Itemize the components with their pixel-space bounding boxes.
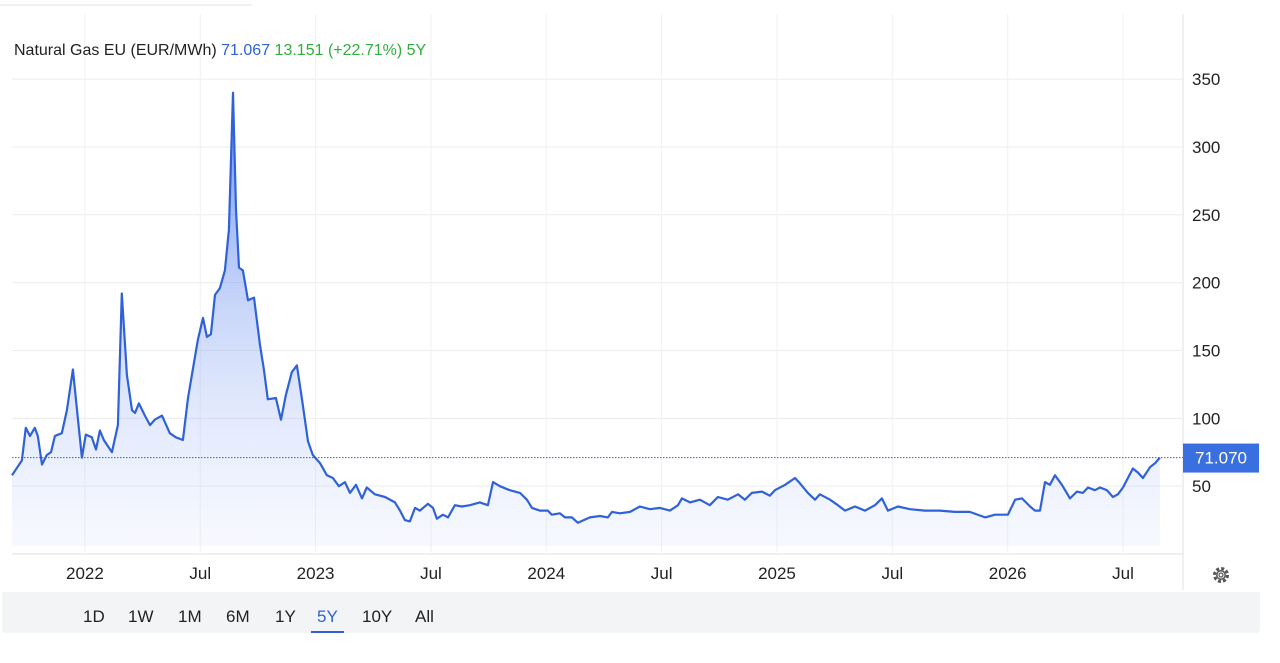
- y-tick-label: 350: [1192, 70, 1220, 89]
- y-tick-label: 50: [1192, 477, 1211, 496]
- settings-icon[interactable]: [1213, 567, 1229, 583]
- title-period: 5Y: [407, 42, 427, 59]
- x-tick-label: 2022: [66, 564, 104, 583]
- range-button[interactable]: 1Y: [275, 607, 296, 626]
- chart: 50 100 150 200 250 300 350 2022 Jul 2023 Jul 2024 Ju…: [0, 4, 1259, 590]
- range-button[interactable]: 5Y: [311, 592, 344, 633]
- range-button[interactable]: 1D: [83, 607, 105, 626]
- range-button[interactable]: 10Y: [362, 607, 393, 626]
- y-tick-label: 150: [1192, 341, 1220, 360]
- range-bar: 1D 1W 1M 6M 1Y 5Y 10Y All: [2, 592, 1260, 633]
- x-tick-label: Jul: [189, 564, 211, 583]
- x-tick-label: Jul: [881, 564, 903, 583]
- marks: 71.070: [11, 91, 1259, 546]
- x-tick-label: Jul: [651, 564, 673, 583]
- line: [11, 91, 1161, 524]
- range-button[interactable]: All: [415, 607, 434, 626]
- area: [12, 92, 1160, 546]
- range-button[interactable]: 6M: [226, 607, 250, 626]
- grid: 50 100 150 200 250 300 350 2022 Jul 2023 Jul 2024 Ju…: [12, 14, 1220, 590]
- x-tick-label: 2026: [989, 564, 1027, 583]
- x-tick-label: Jul: [1112, 564, 1134, 583]
- x-tick-label: 2023: [297, 564, 335, 583]
- current-price-label: 71.070: [1195, 449, 1247, 468]
- y-tick-label: 100: [1192, 409, 1220, 428]
- x-tick-label: Jul: [420, 564, 442, 583]
- y-tick-label: 300: [1192, 138, 1220, 157]
- x-tick-label: 2025: [758, 564, 796, 583]
- range-button[interactable]: 1M: [178, 607, 202, 626]
- x-tick-label: 2024: [527, 564, 565, 583]
- title-change: 13.151: [275, 42, 324, 59]
- current-price-badge: [1183, 443, 1259, 473]
- title-price: 71.067: [221, 42, 270, 59]
- title-name: Natural Gas EU (EUR/MWh): [14, 42, 217, 59]
- y-tick-label: 200: [1192, 274, 1220, 293]
- chart-title: Natural Gas EU (EUR/MWh) 71.067 13.151 (…: [14, 42, 427, 59]
- y-tick-label: 250: [1192, 206, 1220, 225]
- range-button[interactable]: 1W: [128, 607, 154, 626]
- title-change-pct: (+22.71%): [328, 42, 402, 59]
